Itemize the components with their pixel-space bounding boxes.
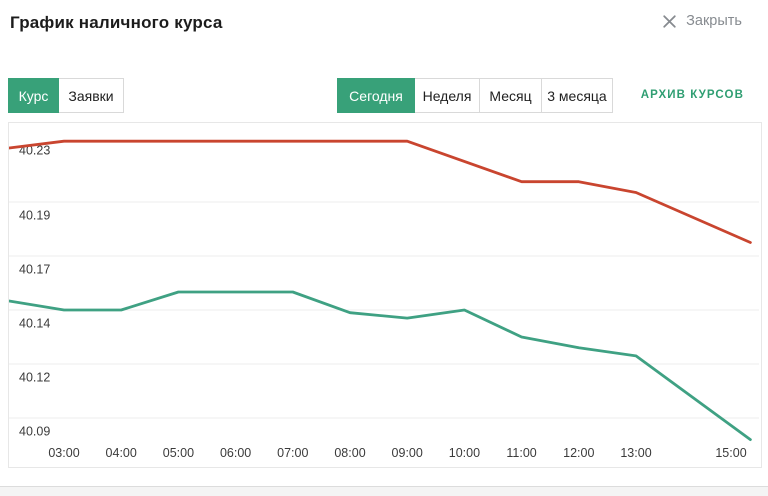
svg-text:05:00: 05:00: [163, 446, 194, 460]
svg-text:13:00: 13:00: [620, 446, 651, 460]
svg-text:40.17: 40.17: [19, 263, 50, 277]
svg-text:08:00: 08:00: [334, 446, 365, 460]
svg-text:06:00: 06:00: [220, 446, 251, 460]
rate-chart: 40.23 40.19 40.17 40.14 40.12 40.09 03:00 04:00…: [7, 122, 762, 468]
svg-text:40.12: 40.12: [19, 371, 50, 385]
tab-3months[interactable]: 3 месяца: [542, 78, 613, 113]
close-button[interactable]: Закрыть: [662, 13, 742, 29]
svg-text:09:00: 09:00: [392, 446, 423, 460]
bottom-divider: [0, 486, 768, 496]
svg-text:10:00: 10:00: [449, 446, 480, 460]
svg-text:11:00: 11:00: [506, 446, 536, 460]
tab-month[interactable]: Месяц: [480, 78, 542, 113]
svg-text:40.14: 40.14: [19, 317, 50, 331]
svg-text:04:00: 04:00: [106, 446, 137, 460]
close-button-label: Закрыть: [686, 13, 742, 29]
view-tab-group: Курс Заявки: [8, 78, 124, 113]
tab-today[interactable]: Сегодня: [337, 78, 415, 113]
period-tab-group: Сегодня Неделя Месяц 3 месяца: [337, 78, 613, 113]
svg-text:40.19: 40.19: [19, 209, 50, 223]
svg-text:40.09: 40.09: [19, 425, 50, 439]
svg-text:15:00: 15:00: [715, 446, 746, 460]
page-title: График наличного курса: [10, 13, 223, 32]
svg-text:12:00: 12:00: [563, 446, 594, 460]
tab-zayavki[interactable]: Заявки: [59, 78, 124, 113]
tab-kurs[interactable]: Курс: [8, 78, 59, 113]
tab-week[interactable]: Неделя: [415, 78, 480, 113]
svg-text:03:00: 03:00: [48, 446, 79, 460]
close-icon: [662, 14, 677, 29]
svg-text:07:00: 07:00: [277, 446, 308, 460]
archive-rates-link[interactable]: АРХИВ КУРСОВ: [640, 89, 744, 101]
